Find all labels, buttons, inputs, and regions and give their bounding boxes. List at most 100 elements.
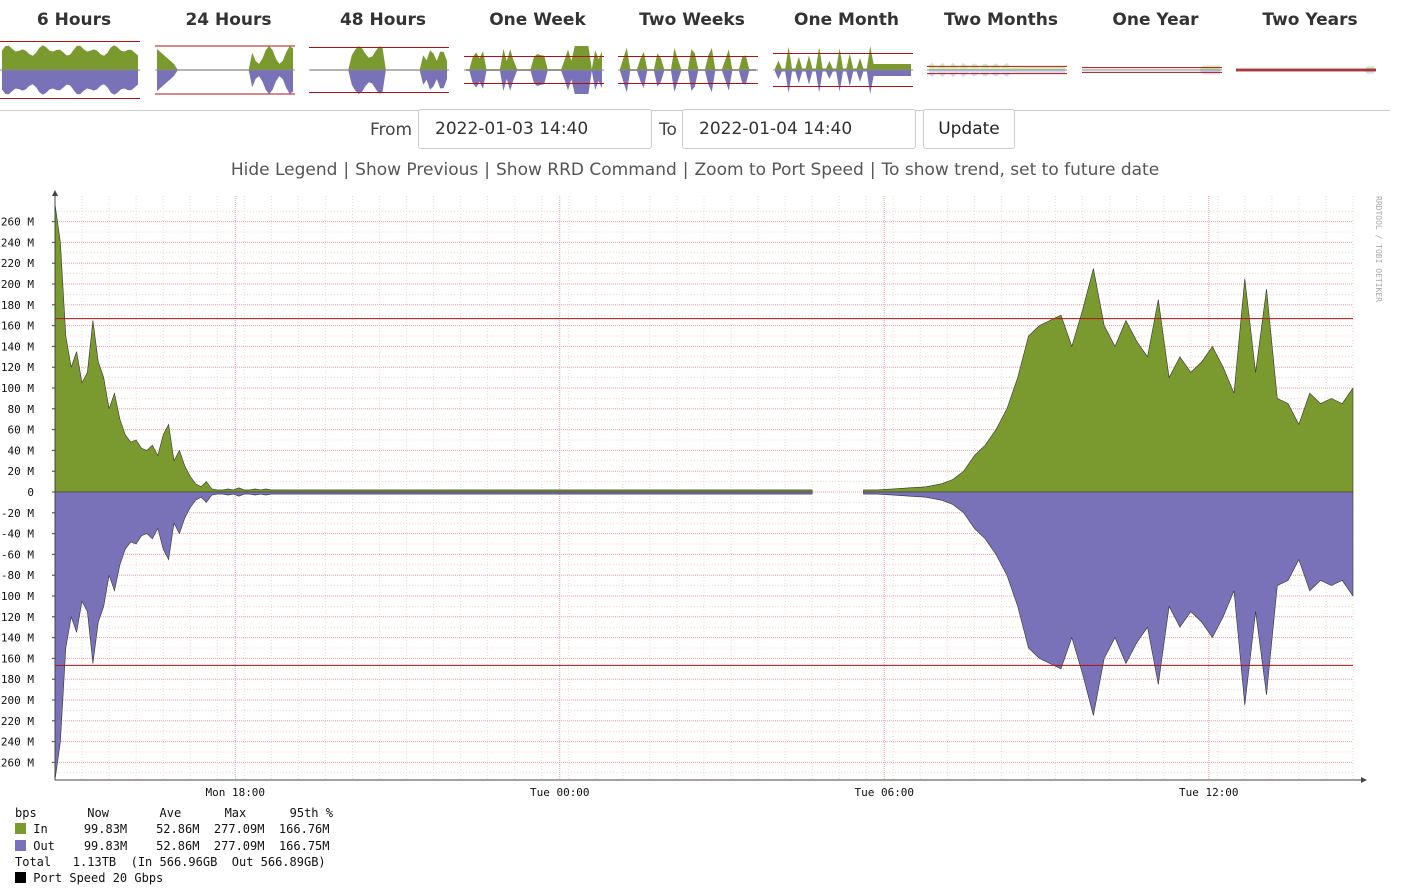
y-tick-label: 180 M (1, 299, 34, 312)
y-tick-label: 60 M (8, 424, 35, 437)
y-tick-label: -160 M (0, 652, 34, 665)
y-tick-label: 80 M (8, 403, 35, 416)
show-rrd-command-link[interactable]: Show RRD Command (496, 160, 677, 180)
separator: | (869, 160, 876, 180)
y-tick-label: -20 M (1, 507, 34, 520)
y-tick-label: 160 M (1, 320, 34, 333)
y-tick-label: -140 M (0, 632, 34, 645)
y-tick-label: 220 M (1, 257, 34, 270)
tab-24h[interactable]: 24 Hours (154, 0, 303, 108)
tab-label[interactable]: 6 Hours (36, 10, 112, 30)
legend-out-name: Out (33, 838, 55, 853)
legend-col-now: Now (87, 806, 109, 820)
tab-2y[interactable]: Two Years (1236, 0, 1384, 108)
tab-thumbnail-graph[interactable] (618, 32, 758, 108)
show-previous-link[interactable]: Show Previous (355, 160, 479, 180)
separator: | (682, 160, 689, 180)
legend-in-max: 277.09M (213, 822, 265, 837)
legend-col-95th: 95th % (289, 806, 333, 820)
legend-in-95th: 166.76M (278, 822, 330, 837)
y-tick-label: -100 M (0, 590, 34, 603)
series-in-area (863, 268, 1354, 493)
thumb-in-area (620, 47, 756, 70)
legend-in-now: 99.83M (83, 822, 128, 837)
to-label: To (659, 120, 677, 140)
out-swatch (15, 839, 26, 851)
thumb-in-area (465, 46, 602, 70)
from-label: From (370, 120, 413, 140)
tab-label[interactable]: Two Weeks (639, 10, 745, 30)
x-tick-label: Tue 00:00 (530, 786, 590, 799)
legend-unit: bps (15, 806, 37, 820)
y-tick-label: -120 M (0, 611, 34, 624)
y-tick-label: 140 M (1, 340, 34, 353)
tab-label[interactable]: 24 Hours (185, 10, 272, 30)
series-in-area (54, 203, 813, 493)
y-tick-label: -240 M (0, 736, 34, 749)
y-tick-label: -260 M (0, 756, 34, 769)
tab-1m[interactable]: One Month (772, 0, 921, 108)
legend: bps Now Ave Max 95th % In 99.83M 52.86M … (15, 805, 333, 886)
tab-thumbnail-graph[interactable] (154, 32, 295, 108)
tab-thumbnail-graph[interactable] (0, 32, 140, 108)
timeframe-tabs: 6 Hours 24 Hours 48 Hours One Week Two Weeks… (0, 0, 1390, 111)
separator: | (484, 160, 491, 180)
from-date-input[interactable]: 2022-01-03 14:40 (418, 109, 652, 149)
rrdtool-watermark: RRDTOOL / TOBI OETIKER (1374, 196, 1383, 302)
y-axis-arrow (52, 190, 58, 196)
tab-6h[interactable]: 6 Hours (0, 0, 148, 108)
y-tick-label: 120 M (1, 361, 34, 374)
tab-label[interactable]: Two Years (1262, 10, 1358, 30)
tab-thumbnail-graph[interactable] (1081, 32, 1222, 108)
y-tick-label: 40 M (8, 444, 35, 457)
tab-1y[interactable]: One Year (1081, 0, 1230, 108)
legend-col-ave: Ave (159, 806, 182, 820)
tab-thumbnail-graph[interactable] (927, 32, 1067, 108)
legend-out-ave: 52.86M (156, 838, 200, 853)
to-date-input[interactable]: 2022-01-04 14:40 (682, 109, 916, 149)
tab-2m[interactable]: Two Months (927, 0, 1075, 108)
tab-label[interactable]: One Year (1112, 10, 1199, 30)
thumb-out-area (465, 70, 602, 94)
tab-thumbnail-graph[interactable] (463, 32, 604, 108)
hide-legend-link[interactable]: Hide Legend (230, 160, 338, 180)
show-trend-link[interactable]: To show trend, set to future date (881, 160, 1160, 180)
update-button[interactable]: Update (923, 109, 1015, 149)
y-tick-label: 20 M (8, 465, 35, 478)
tab-label[interactable]: One Week (489, 10, 586, 30)
y-tick-label: 100 M (1, 382, 34, 395)
y-tick-label: 240 M (1, 236, 34, 249)
legend-row-in: In 99.83M 52.86M 277.09M 166.76M (15, 822, 330, 836)
tab-48h[interactable]: 48 Hours (309, 0, 457, 108)
tab-2w[interactable]: Two Weeks (618, 0, 766, 108)
thumb-out-area (156, 70, 293, 94)
legend-in-ave: 52.86M (156, 822, 200, 837)
series-out-area (54, 491, 813, 781)
legend-col-max: Max (224, 806, 247, 820)
thumb-out-area (2, 70, 138, 95)
tab-label[interactable]: Two Months (943, 10, 1059, 30)
tab-thumbnail-graph[interactable] (309, 32, 449, 108)
port-speed-text: Port Speed 20 Gbps (33, 871, 164, 886)
traffic-graph: 260 M 240 M 220 M 200 M 180 M 160 M 140 M 120 M… (0, 190, 1383, 799)
thumb-out-area (311, 70, 447, 94)
thumb-out-area (774, 70, 911, 94)
x-axis-arrow (1361, 777, 1367, 783)
x-tick-label: Tue 12:00 (1179, 786, 1239, 799)
legend-out-now: 99.83M (83, 838, 128, 853)
thumb-in-area (156, 46, 293, 70)
port-speed-swatch (15, 872, 26, 884)
tab-label[interactable]: One Month (794, 10, 899, 30)
y-tick-label: 260 M (1, 216, 34, 229)
legend-row-out: Out 99.83M 52.86M 277.09M 166.75M (15, 839, 330, 853)
tab-thumbnail-graph[interactable] (1236, 32, 1376, 108)
x-tick-label: Tue 06:00 (854, 786, 914, 799)
tab-label[interactable]: 48 Hours (339, 10, 427, 30)
y-tick-label: -200 M (0, 694, 34, 707)
tab-1w[interactable]: One Week (463, 0, 612, 108)
tab-thumbnail-graph[interactable] (772, 32, 913, 108)
y-tick-label: 200 M (1, 278, 34, 291)
zoom-to-port-speed-link[interactable]: Zoom to Port Speed (694, 160, 864, 180)
x-tick-label: Mon 18:00 (205, 786, 265, 799)
graph-options-links: Hide Legend | Show Previous | Show RRD Comma… (0, 160, 1390, 180)
